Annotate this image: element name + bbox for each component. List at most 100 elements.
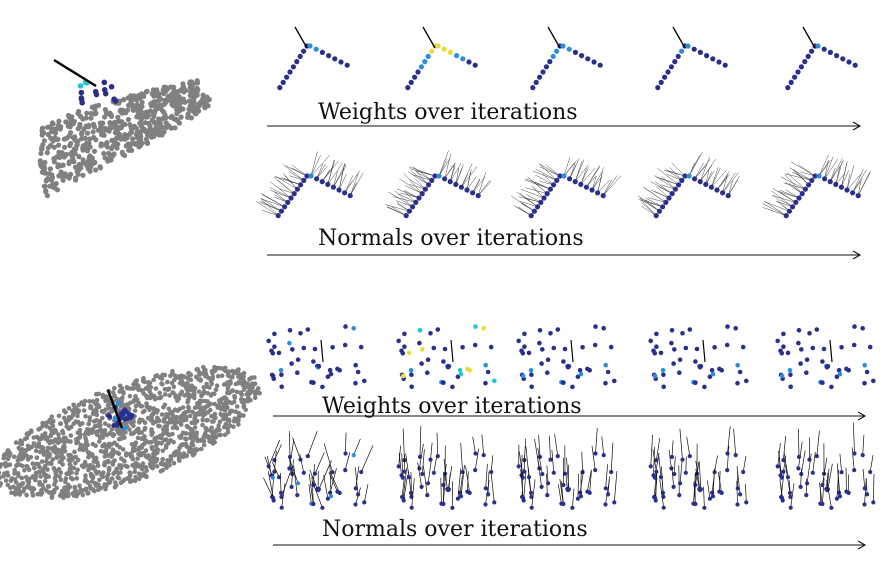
normal-point: [458, 494, 464, 499]
normal-point: [793, 199, 799, 205]
cloud-point: [177, 434, 182, 440]
cloud-point: [94, 397, 100, 403]
cloud-point: [73, 146, 79, 152]
normal-point: [677, 493, 682, 498]
cloud-point: [22, 468, 27, 473]
normal-hair: [274, 191, 288, 203]
normal-hair: [299, 454, 305, 473]
normal-hair: [310, 155, 330, 177]
normal-point: [537, 454, 543, 459]
cloud-point: [65, 438, 71, 444]
normal-point: [862, 486, 867, 491]
weight-point: [481, 326, 487, 331]
normal-hair: [714, 455, 718, 473]
normal-point: [561, 173, 567, 179]
normal-point: [353, 486, 358, 491]
normal-hair: [490, 455, 494, 473]
cloud-point: [120, 447, 126, 452]
cloud-point: [186, 395, 192, 400]
normal-point: [464, 187, 470, 193]
normal-hair: [308, 473, 314, 504]
normal-point: [551, 470, 556, 475]
cloud-point: [208, 393, 214, 398]
normal-hair: [260, 193, 285, 207]
cloud-point: [188, 426, 194, 432]
normal-hair: [407, 171, 429, 185]
normal-hair: [788, 182, 803, 194]
weight-point: [415, 69, 421, 75]
normal-hair: [852, 178, 863, 193]
cloud-point: [193, 420, 198, 426]
normal-hair: [311, 476, 314, 505]
normal-hair: [405, 453, 410, 478]
normal-hair: [545, 164, 561, 177]
normal-hair: [481, 434, 485, 456]
cloud-point: [86, 421, 91, 427]
weight-point: [735, 380, 740, 386]
cloud-point: [66, 426, 71, 431]
normal-point: [298, 457, 303, 462]
normal-hair: [398, 445, 401, 467]
normal-point: [816, 173, 822, 179]
neighbor-point: [77, 83, 84, 89]
cloud-point: [186, 106, 192, 112]
normal-hair: [536, 455, 542, 487]
weight-point: [473, 324, 478, 329]
normal-hair: [272, 462, 280, 478]
cloud-point: [112, 385, 117, 391]
cloud-point: [167, 393, 172, 398]
normal-point: [822, 176, 828, 182]
cloud-point: [226, 383, 231, 389]
normal-hair: [862, 468, 866, 489]
cloud-point: [178, 114, 184, 120]
cloud-point: [156, 435, 161, 440]
normal-hair: [314, 452, 325, 474]
cloud-point: [91, 121, 97, 127]
weight-point: [697, 49, 704, 56]
normal-point: [658, 475, 664, 480]
cloud-point: [109, 451, 114, 456]
normal-hair: [523, 472, 527, 501]
normal-point: [335, 489, 340, 494]
weight-point: [358, 344, 364, 350]
cloud-point: [246, 392, 251, 398]
cloud-point: [75, 430, 81, 436]
normal-hair: [567, 464, 570, 491]
normal-point: [557, 173, 563, 179]
normal-hair: [400, 192, 420, 199]
cloud-point: [62, 440, 67, 445]
cloud-point: [179, 379, 185, 384]
cloud-point: [127, 393, 133, 399]
cloud-point: [187, 79, 193, 85]
normal-hair: [281, 466, 293, 498]
weight-point: [687, 327, 693, 332]
normal-hair: [610, 442, 614, 473]
weight-point: [555, 327, 561, 332]
normal-hair: [671, 162, 686, 177]
cloud-point: [179, 87, 185, 93]
cloud-point: [183, 437, 189, 442]
normal-hair: [613, 471, 618, 503]
normal-hair: [798, 441, 803, 469]
cloud-point: [216, 423, 221, 428]
cloud-point: [177, 455, 183, 460]
normal-point: [680, 457, 685, 462]
cloud-point: [190, 442, 196, 448]
cloud-point: [168, 410, 174, 415]
normal-point: [289, 484, 294, 489]
weights-bottom-iteration-3: [516, 324, 617, 390]
normal-point: [663, 199, 669, 205]
cloud-point: [42, 463, 48, 469]
normal-hair: [408, 178, 426, 190]
weight-point: [834, 374, 840, 380]
cloud-point: [146, 380, 151, 385]
normals-top-iteration-5: [762, 154, 871, 219]
cloud-point: [130, 478, 135, 484]
normal-point: [279, 505, 284, 510]
cloud-point: [53, 469, 59, 474]
weight-point: [775, 338, 780, 344]
normal-point: [672, 186, 679, 192]
normal-hair: [638, 199, 663, 208]
cloud-point: [203, 371, 209, 376]
cloud-point: [159, 376, 165, 381]
